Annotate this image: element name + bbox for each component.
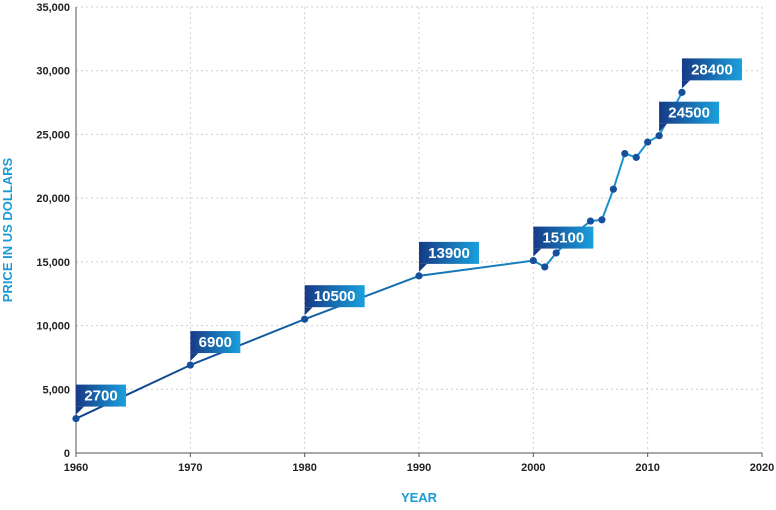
callout-pointer xyxy=(659,123,668,132)
callout-label: 10500 xyxy=(314,288,356,305)
value-callout: 28400 xyxy=(681,58,742,89)
y-tick-label: 30,000 xyxy=(36,66,70,78)
x-axis-title: YEAR xyxy=(401,490,438,505)
data-point xyxy=(609,185,617,193)
value-callouts: 2700 6900 10500 13900 15100 24500 28400 xyxy=(76,58,742,415)
value-callout: 15100 xyxy=(533,226,594,257)
callout-box xyxy=(659,101,720,124)
data-points xyxy=(72,88,686,423)
data-point xyxy=(541,263,549,271)
data-point xyxy=(529,256,537,265)
data-point xyxy=(552,249,560,257)
x-tick-label: 2000 xyxy=(521,462,545,474)
value-callout: 2700 xyxy=(76,384,126,415)
callout-label: 2700 xyxy=(84,388,117,405)
y-tick-label: 10,000 xyxy=(36,321,70,333)
y-tick-label: 0 xyxy=(64,448,70,460)
y-tick-label: 5,000 xyxy=(42,384,70,396)
callout-label: 13900 xyxy=(428,245,470,262)
data-point xyxy=(415,272,423,280)
y-tick-label: 15,000 xyxy=(36,257,70,269)
axes xyxy=(75,7,763,457)
callout-pointer xyxy=(533,248,542,257)
value-callout: 13900 xyxy=(419,241,479,272)
callout-box xyxy=(419,241,479,264)
callout-box xyxy=(190,331,241,354)
callout-label: 24500 xyxy=(668,105,710,122)
data-point xyxy=(72,414,80,423)
callout-pointer xyxy=(304,307,313,316)
x-tick-label: 2020 xyxy=(750,462,774,474)
callout-box xyxy=(681,58,742,81)
callout-box xyxy=(533,226,594,249)
data-point xyxy=(186,361,194,369)
y-axis-title: PRICE IN US DOLLARS xyxy=(0,157,15,302)
data-point xyxy=(678,88,686,96)
data-point xyxy=(621,149,629,158)
value-callout: 10500 xyxy=(304,285,365,316)
value-callout: 24500 xyxy=(659,101,720,132)
y-tick-labels: 0 5,000 10,000 15,000 20,000 25,000 30,000 35,0… xyxy=(36,2,70,460)
gridlines xyxy=(76,6,763,453)
callout-pointer xyxy=(76,406,84,415)
callout-box xyxy=(304,285,365,308)
callout-pointer xyxy=(681,80,690,89)
data-point xyxy=(301,315,309,323)
x-tick-label: 1990 xyxy=(407,462,431,474)
x-tick-label: 1960 xyxy=(64,462,88,474)
data-point xyxy=(644,138,652,146)
x-tick-label: 1970 xyxy=(178,462,202,474)
x-tick-labels: 1960 1970 1980 1990 2000 2010 2020 xyxy=(64,462,774,474)
data-point xyxy=(632,153,640,161)
y-tick-label: 20,000 xyxy=(36,193,70,205)
x-tick-label: 2010 xyxy=(635,462,659,474)
series-path xyxy=(75,91,683,420)
callout-label: 6900 xyxy=(199,334,232,351)
data-point xyxy=(586,217,595,225)
y-tick-label: 25,000 xyxy=(36,129,70,141)
y-tick-label: 35,000 xyxy=(36,2,70,14)
callout-pointer xyxy=(419,263,427,272)
data-point xyxy=(598,216,606,224)
callout-label: 15100 xyxy=(542,230,584,247)
value-callout: 6900 xyxy=(190,331,241,362)
callout-label: 28400 xyxy=(691,61,733,78)
callout-pointer xyxy=(190,353,199,362)
series-line xyxy=(75,91,683,420)
data-point xyxy=(655,132,663,140)
x-tick-label: 1980 xyxy=(292,462,316,474)
callout-box xyxy=(76,384,126,407)
